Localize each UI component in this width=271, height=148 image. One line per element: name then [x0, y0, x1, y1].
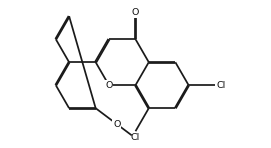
Text: O: O — [113, 120, 121, 129]
Text: O: O — [105, 81, 113, 90]
Text: O: O — [132, 8, 139, 17]
Text: Cl: Cl — [131, 133, 140, 141]
Text: Cl: Cl — [216, 81, 225, 90]
